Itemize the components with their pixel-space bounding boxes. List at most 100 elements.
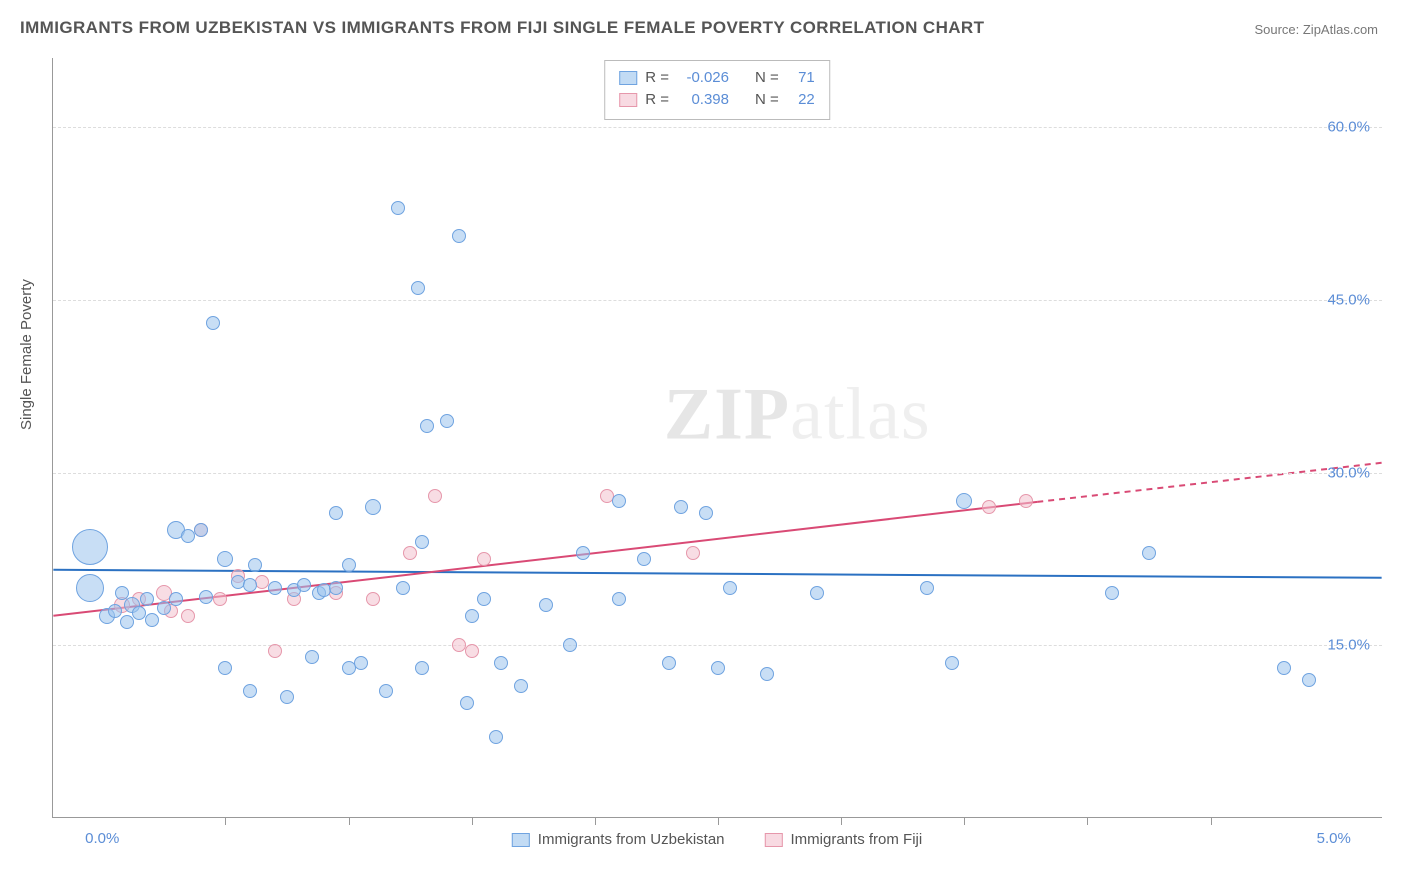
scatter-point	[612, 592, 626, 606]
scatter-point	[342, 558, 356, 572]
scatter-point	[415, 535, 429, 549]
swatch-blue-icon	[619, 71, 637, 85]
scatter-point	[465, 644, 479, 658]
scatter-point	[268, 581, 282, 595]
scatter-point	[723, 581, 737, 595]
scatter-point	[440, 414, 454, 428]
scatter-point	[396, 581, 410, 595]
x-tick-label: 5.0%	[1317, 830, 1351, 847]
scatter-point	[1277, 661, 1291, 675]
x-tick	[595, 817, 596, 825]
bottom-legend: Immigrants from Uzbekistan Immigrants fr…	[512, 831, 922, 848]
gridline	[53, 473, 1382, 474]
scatter-point	[280, 690, 294, 704]
scatter-point	[199, 590, 213, 604]
stats-box: R = -0.026 N = 71 R = 0.398 N = 22	[604, 60, 830, 120]
scatter-point	[115, 586, 129, 600]
scatter-point	[243, 684, 257, 698]
scatter-point	[213, 592, 227, 606]
scatter-point	[1302, 673, 1316, 687]
scatter-point	[329, 581, 343, 595]
r-label: R =	[645, 67, 669, 89]
swatch-blue-icon	[512, 833, 530, 847]
scatter-point	[206, 316, 220, 330]
scatter-point	[329, 506, 343, 520]
scatter-point	[489, 730, 503, 744]
scatter-point	[120, 615, 134, 629]
scatter-point	[305, 650, 319, 664]
scatter-point	[760, 667, 774, 681]
n-value-uzbekistan: 71	[787, 67, 815, 89]
stats-row-fiji: R = 0.398 N = 22	[619, 89, 815, 111]
r-label: R =	[645, 89, 669, 111]
scatter-point	[1105, 586, 1119, 600]
scatter-point	[365, 499, 381, 515]
scatter-point	[420, 419, 434, 433]
scatter-point	[342, 661, 356, 675]
scatter-point	[956, 493, 972, 509]
r-value-uzbekistan: -0.026	[677, 67, 729, 89]
scatter-point	[157, 601, 171, 615]
n-label: N =	[755, 89, 779, 111]
scatter-point	[354, 656, 368, 670]
scatter-point	[465, 609, 479, 623]
scatter-point	[477, 592, 491, 606]
trend-lines-layer	[53, 58, 1382, 817]
scatter-point	[563, 638, 577, 652]
scatter-point	[810, 586, 824, 600]
y-tick-label: 45.0%	[1327, 291, 1370, 308]
scatter-point	[662, 656, 676, 670]
gridline	[53, 300, 1382, 301]
x-tick	[1211, 817, 1212, 825]
scatter-point	[403, 546, 417, 560]
swatch-pink-icon	[619, 93, 637, 107]
x-tick	[225, 817, 226, 825]
stats-row-uzbekistan: R = -0.026 N = 71	[619, 67, 815, 89]
scatter-point	[1142, 546, 1156, 560]
scatter-point	[415, 661, 429, 675]
chart-title: IMMIGRANTS FROM UZBEKISTAN VS IMMIGRANTS…	[20, 18, 984, 38]
scatter-point	[428, 489, 442, 503]
x-tick	[964, 817, 965, 825]
watermark: ZIPatlas	[664, 372, 931, 457]
legend-item-fiji: Immigrants from Fiji	[765, 831, 923, 848]
scatter-point	[169, 592, 183, 606]
scatter-point	[181, 609, 195, 623]
scatter-point	[248, 558, 262, 572]
gridline	[53, 645, 1382, 646]
scatter-point	[145, 613, 159, 627]
legend-label-fiji: Immigrants from Fiji	[791, 831, 923, 848]
x-tick	[472, 817, 473, 825]
scatter-point	[132, 606, 146, 620]
scatter-point	[1019, 494, 1033, 508]
y-tick-label: 30.0%	[1327, 464, 1370, 481]
plot-container: ZIPatlas 15.0%30.0%45.0%60.0%0.0%5.0% R …	[52, 58, 1382, 818]
legend-item-uzbekistan: Immigrants from Uzbekistan	[512, 831, 725, 848]
scatter-point	[268, 644, 282, 658]
x-tick	[1087, 817, 1088, 825]
scatter-point	[218, 661, 232, 675]
scatter-point	[674, 500, 688, 514]
scatter-point	[945, 656, 959, 670]
scatter-point	[711, 661, 725, 675]
scatter-point	[460, 696, 474, 710]
scatter-point	[243, 578, 257, 592]
x-tick-label: 0.0%	[85, 830, 119, 847]
scatter-point	[982, 500, 996, 514]
n-label: N =	[755, 67, 779, 89]
scatter-point	[297, 578, 311, 592]
y-tick-label: 60.0%	[1327, 119, 1370, 136]
scatter-point	[452, 229, 466, 243]
y-axis-label: Single Female Poverty	[18, 279, 35, 430]
scatter-point	[699, 506, 713, 520]
scatter-point	[140, 592, 154, 606]
plot-area: ZIPatlas 15.0%30.0%45.0%60.0%0.0%5.0%	[52, 58, 1382, 818]
x-tick	[349, 817, 350, 825]
scatter-point	[514, 679, 528, 693]
scatter-point	[920, 581, 934, 595]
scatter-point	[477, 552, 491, 566]
scatter-point	[366, 592, 380, 606]
scatter-point	[612, 494, 626, 508]
scatter-point	[539, 598, 553, 612]
scatter-point	[108, 604, 122, 618]
